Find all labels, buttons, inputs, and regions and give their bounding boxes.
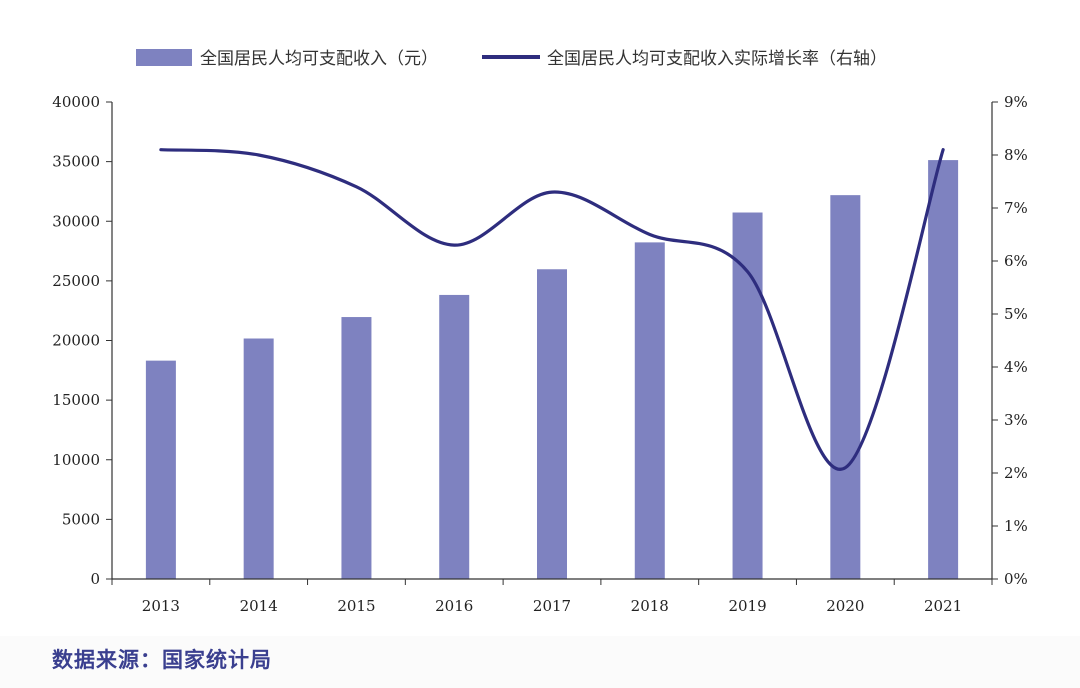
bar-2016 [439, 294, 470, 579]
bar-2020 [830, 195, 861, 579]
left-tick-label: 25000 [52, 272, 100, 290]
source-band [0, 636, 1080, 688]
left-tick-label: 30000 [52, 212, 100, 230]
combo-chart: 全国居民人均可支配收入（元） 全国居民人均可支配收入实际增长率（右轴） 0 5000… [52, 49, 1028, 615]
right-tick-label: 1% [1004, 517, 1028, 535]
right-tick-label: 9% [1004, 93, 1028, 111]
x-tick-label: 2015 [337, 597, 375, 615]
right-tick-label: 2% [1004, 464, 1028, 482]
bar-2018 [634, 242, 665, 579]
right-tick-label: 5% [1004, 305, 1028, 323]
x-tick-label: 2018 [631, 597, 669, 615]
legend: 全国居民人均可支配收入（元） 全国居民人均可支配收入实际增长率（右轴） [136, 49, 887, 69]
x-tick-label: 2017 [533, 597, 571, 615]
axes: 0 5000 10000 15000 20000 25000 30000 35000 40000… [52, 93, 1028, 615]
x-tick-label: 2020 [826, 597, 864, 615]
growth-rate-line [159, 148, 945, 471]
left-tick-label: 40000 [52, 93, 100, 111]
right-tick-label: 6% [1004, 252, 1028, 270]
legend-bar-swatch [136, 49, 192, 66]
right-tick-label: 3% [1004, 411, 1028, 429]
x-tick-label: 2014 [240, 597, 278, 615]
left-tick-label: 0 [90, 570, 100, 588]
chart-area: 全国居民人均可支配收入（元） 全国居民人均可支配收入实际增长率（右轴） 0 5000… [52, 49, 1028, 615]
legend-line-label: 全国居民人均可支配收入实际增长率（右轴） [547, 49, 887, 69]
bar-2013 [145, 360, 176, 579]
x-tick-label: 2021 [924, 597, 962, 615]
bar-2014 [243, 338, 274, 579]
left-tick-label: 20000 [52, 332, 100, 350]
bar-series [145, 160, 959, 579]
x-tick-label: 2019 [728, 597, 766, 615]
right-tick-label: 7% [1004, 199, 1028, 217]
legend-bar-label: 全国居民人均可支配收入（元） [200, 49, 438, 69]
right-tick-label: 0% [1004, 570, 1028, 588]
x-tick-label: 2013 [142, 597, 180, 615]
source-note: 数据来源：国家统计局 [52, 648, 272, 672]
bar-2019 [732, 212, 763, 579]
right-tick-label: 4% [1004, 358, 1028, 376]
bar-2015 [341, 317, 372, 579]
left-tick-label: 35000 [52, 153, 100, 171]
bar-2017 [537, 269, 567, 579]
x-tick-label: 2016 [435, 597, 473, 615]
left-tick-label: 15000 [52, 391, 100, 409]
right-tick-label: 8% [1004, 146, 1028, 164]
left-tick-label: 10000 [52, 451, 100, 469]
line-series [159, 148, 945, 471]
bar-2021 [928, 160, 959, 579]
left-tick-label: 5000 [62, 510, 100, 528]
